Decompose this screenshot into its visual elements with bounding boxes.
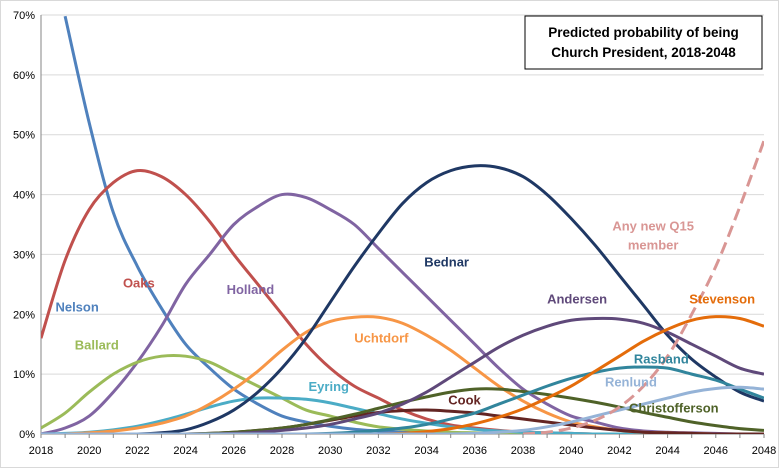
x-tick-label: 2026 xyxy=(222,445,246,457)
series-label-cook: Cook xyxy=(448,393,481,408)
series-label-rasband: Rasband xyxy=(634,351,689,366)
x-tick-label: 2044 xyxy=(655,445,679,457)
series-line-andersen xyxy=(41,316,764,434)
series-line-cook xyxy=(41,408,764,434)
x-tick-label: 2046 xyxy=(704,445,728,457)
x-tick-label: 2042 xyxy=(607,445,631,457)
series-label-nelson: Nelson xyxy=(55,299,98,314)
series-line-oaks xyxy=(41,168,764,434)
series-label-line: Any new Q15 xyxy=(612,218,694,233)
y-tick-label: 60% xyxy=(13,70,35,82)
y-tick-label: 40% xyxy=(13,190,35,202)
x-tick-label: 2018 xyxy=(29,445,53,457)
y-tick-label: 70% xyxy=(13,10,35,22)
series-line-any-new-q15-member xyxy=(522,140,764,434)
y-tick-label: 30% xyxy=(13,249,35,261)
series-line-eyring xyxy=(41,396,764,434)
title-frame xyxy=(524,15,763,70)
series-label-stevenson: Stevenson xyxy=(689,292,755,307)
series-label-ballard: Ballard xyxy=(75,338,119,353)
series-label-bednar: Bednar xyxy=(424,254,469,269)
chart-title-line: Church President, 2018-2048 xyxy=(551,45,736,60)
x-tick-label: 2028 xyxy=(270,445,294,457)
series-label-line: Uchtdorf xyxy=(354,330,409,345)
x-tick-label: 2022 xyxy=(125,445,149,457)
x-tick-label: 2032 xyxy=(366,445,390,457)
series-line-christofferson xyxy=(41,387,764,434)
axes: 0% 10% 20% 30% 40% 50% 60% 70% 2018 2020 2022 2024 2… xyxy=(13,10,776,457)
x-tick-label: 2048 xyxy=(752,445,776,457)
gridlines xyxy=(41,14,764,435)
series-labels: Nelson Oaks Holland Bednar Any new Q15 member… xyxy=(55,218,755,415)
series-label-line: Eyring xyxy=(309,379,350,394)
y-tick-label: 50% xyxy=(13,130,35,142)
x-tick-label: 2024 xyxy=(173,445,197,457)
x-tick-label: 2040 xyxy=(559,445,583,457)
x-tick-label: 2036 xyxy=(463,445,487,457)
series-line-rasband xyxy=(41,365,764,434)
series-lines xyxy=(41,15,764,434)
series-label-line: Cook xyxy=(448,393,481,408)
x-tick-label: 2034 xyxy=(414,445,438,457)
series-label-line: Rasband xyxy=(634,351,689,366)
series-label-line: Renlund xyxy=(605,375,657,390)
series-label-line: Nelson xyxy=(55,299,98,314)
series-label-any-new-q15-member: Any new Q15 member xyxy=(612,218,694,252)
series-label-line: Holland xyxy=(227,282,275,297)
series-label-line: Ballard xyxy=(75,338,119,353)
y-tick-label: 10% xyxy=(13,369,35,381)
title-box: Predicted probability of being Church Pre… xyxy=(524,15,763,70)
series-label-christofferson: Christofferson xyxy=(629,400,719,415)
series-label-andersen: Andersen xyxy=(547,292,607,307)
series-label-uchtdorf: Uchtdorf xyxy=(354,330,409,345)
series-label-line: Bednar xyxy=(424,254,469,269)
series-label-eyring: Eyring xyxy=(309,379,350,394)
series-label-line: Andersen xyxy=(547,292,607,307)
series-label-line: Oaks xyxy=(123,275,155,290)
chart-title-line: Predicted probability of being xyxy=(548,25,739,40)
series-label-line: member xyxy=(628,237,679,252)
series-label-line: Christofferson xyxy=(629,400,719,415)
y-tick-label: 20% xyxy=(13,309,35,321)
x-tick-label: 2030 xyxy=(318,445,342,457)
series-label-oaks: Oaks xyxy=(123,275,155,290)
chart-title: Predicted probability of being Church Pre… xyxy=(548,25,739,60)
series-label-line: Stevenson xyxy=(689,292,755,307)
series-line-bednar xyxy=(41,164,764,434)
x-tick-label: 2038 xyxy=(511,445,535,457)
series-label-holland: Holland xyxy=(227,282,275,297)
y-tick-label: 0% xyxy=(19,429,35,441)
series-line-renlund xyxy=(41,385,764,434)
x-tick-label: 2020 xyxy=(77,445,101,457)
series-label-renlund: Renlund xyxy=(605,375,657,390)
